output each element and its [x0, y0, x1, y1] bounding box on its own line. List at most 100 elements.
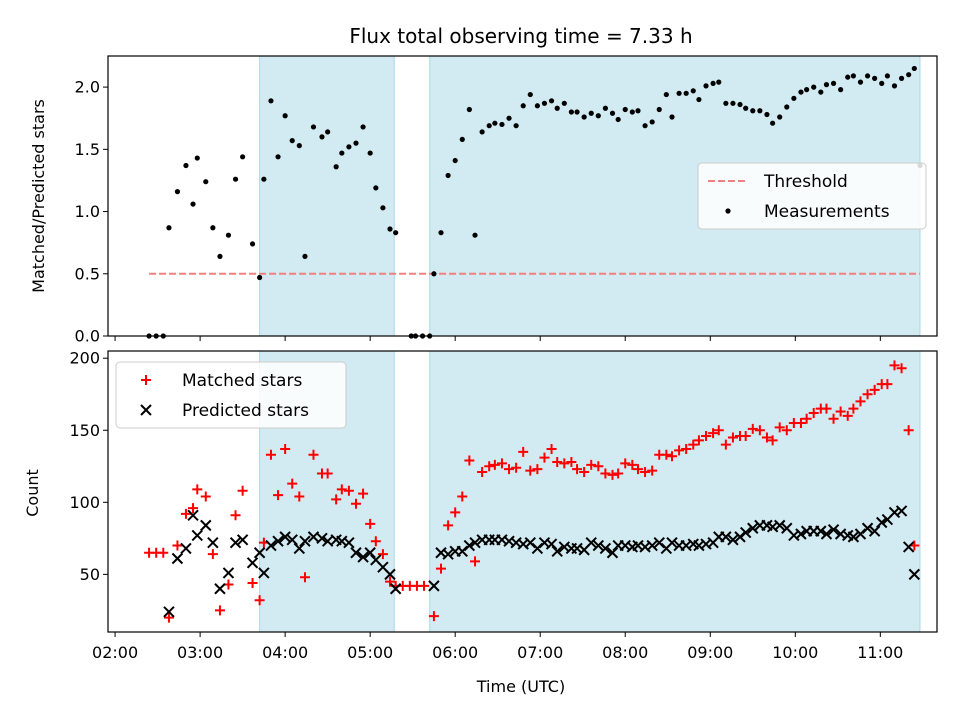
measurement-point [737, 101, 743, 108]
matched-star-point [647, 465, 658, 476]
measurement-point [864, 73, 871, 79]
ylabel-count: Count [23, 469, 42, 517]
predicted-star-point [585, 536, 597, 549]
measurement-point [649, 119, 655, 125]
predicted-star-point [646, 539, 658, 552]
predicted-star-point [908, 568, 921, 581]
measurement-point [548, 98, 555, 104]
measurement-point [757, 108, 763, 114]
measurement-point [554, 105, 560, 111]
predicted-star-point [286, 534, 298, 546]
measurement-point [353, 140, 359, 146]
measurement-point [663, 91, 669, 98]
matched-star-point [828, 413, 839, 424]
measurement-point [319, 134, 325, 140]
predicted-star-point [747, 522, 759, 534]
matched-star-point [358, 488, 369, 499]
y-tick-label: 0.0 [75, 327, 100, 346]
measurement-point [520, 103, 526, 109]
x-tick-label: 07:00 [517, 643, 563, 662]
matched-star-point [477, 467, 488, 478]
matched-star-point [200, 491, 211, 502]
matched-star-point [299, 572, 310, 583]
matched-star-point [336, 484, 347, 495]
measurement-point [486, 123, 492, 129]
matched-star-point [308, 449, 319, 460]
y-tick-label: 1.5 [75, 140, 100, 159]
matched-star-point [713, 425, 724, 436]
measurement-point [818, 89, 824, 95]
predicted-star-point [902, 541, 915, 553]
measurement-point [499, 121, 505, 128]
matched-star-point [720, 439, 731, 450]
measurement-point [898, 75, 905, 81]
measurement-point [777, 114, 783, 120]
matched-star-point [464, 455, 475, 466]
measurement-point [513, 123, 519, 129]
predicted-star-point [827, 523, 840, 536]
matched-star-point [331, 494, 342, 505]
measurement-point [891, 83, 898, 89]
predicted-star-point [222, 567, 235, 579]
matched-star-point [667, 451, 678, 462]
matched-star-point [365, 518, 376, 529]
measurement-point [716, 79, 722, 85]
count-axes-frame [107, 350, 938, 633]
matched-star-point [579, 467, 590, 478]
measurement-point [602, 105, 609, 111]
matched-star-point [247, 578, 258, 589]
matched-star-point [688, 439, 699, 450]
measurement-point [225, 232, 232, 238]
measurement-point [346, 144, 352, 150]
ratio-legend: Threshold Measurements [697, 162, 927, 230]
matched-star-point [470, 556, 481, 567]
matched-star-point [273, 490, 284, 501]
predicted-star-point [253, 547, 266, 559]
matched-star-point [450, 507, 461, 518]
measurement-point [367, 150, 373, 156]
measurement-point [857, 79, 864, 85]
predicted-star-point [207, 536, 219, 549]
measurement-point [380, 205, 386, 211]
measurement-point [203, 179, 209, 185]
measurement-point [723, 100, 729, 106]
matched-star-point [265, 449, 276, 460]
matched-star-point [774, 422, 785, 433]
matched-star-point [761, 432, 772, 443]
predicted-star-point [246, 557, 259, 569]
matched-star-point [254, 595, 265, 606]
matched-star-point [855, 396, 866, 407]
measurement-point [710, 80, 716, 86]
measurement-point [438, 230, 444, 236]
measurement-point [561, 100, 567, 106]
matched-star-point [620, 458, 631, 469]
x-tick-label: 05:00 [347, 643, 393, 662]
measurement-point [190, 201, 196, 207]
measurement-point [257, 274, 263, 281]
measurement-point [541, 100, 548, 106]
predicted-star-point [727, 534, 739, 546]
matched-star-point [539, 452, 550, 463]
matched-star-point [801, 413, 812, 424]
measurement-point [595, 113, 601, 119]
measurement-point [183, 162, 189, 169]
measurement-point [784, 104, 790, 110]
matched-star-point [795, 418, 806, 429]
matched-star-point [566, 456, 577, 467]
matched-star-point [172, 540, 183, 551]
predicted-star-point [795, 528, 807, 540]
matched-star-point [214, 605, 225, 616]
chart-title: Flux total observing time = 7.33 h [349, 24, 692, 48]
measurement-point [872, 75, 878, 81]
count-series [163, 505, 921, 618]
y-tick-label: 150 [69, 421, 100, 440]
measurement-point [325, 129, 331, 135]
measurement-point [373, 185, 379, 191]
ratio-shaded-interval [259, 55, 395, 337]
matched-star-point [443, 520, 454, 531]
matched-star-point [627, 459, 638, 470]
y-tick-label: 100 [69, 493, 100, 512]
measurement-point [884, 73, 891, 79]
measurement-point [850, 73, 856, 79]
